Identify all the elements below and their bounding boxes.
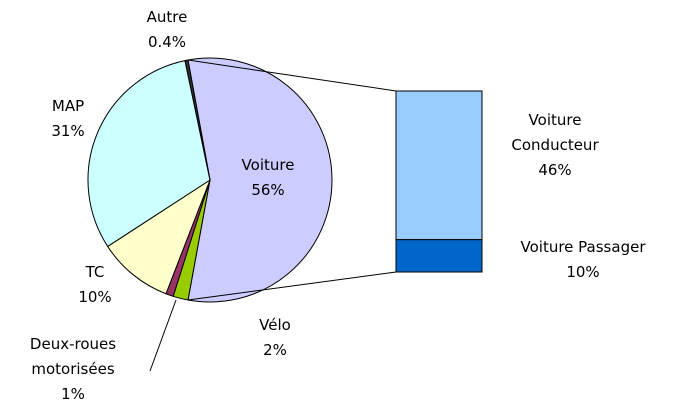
label-name: Deux-roues motorisées bbox=[29, 335, 117, 378]
data-label: Deux-roues motorisées 1% bbox=[8, 332, 138, 405]
pie-slice bbox=[187, 57, 333, 303]
bar-segment bbox=[395, 239, 483, 273]
label-value: 10% bbox=[78, 288, 112, 306]
data-label: Vélo 2% bbox=[245, 313, 305, 363]
data-label: TC 10% bbox=[65, 260, 125, 310]
label-name: Vélo bbox=[259, 316, 291, 334]
label-name: MAP bbox=[51, 97, 85, 115]
label-name: Autre bbox=[146, 8, 188, 26]
connector-line bbox=[187, 271, 397, 301]
data-label: Voiture Conducteur 46% bbox=[500, 108, 610, 183]
label-value: 46% bbox=[538, 161, 572, 179]
label-name: Voiture Passager bbox=[520, 238, 646, 256]
connector-line bbox=[187, 59, 397, 92]
label-name: Voiture Conducteur bbox=[511, 111, 599, 154]
data-label: Voiture 56% bbox=[218, 153, 318, 203]
label-value: 10% bbox=[566, 263, 600, 281]
pie-slice bbox=[87, 60, 211, 248]
data-label: Voiture Passager 10% bbox=[488, 235, 676, 285]
data-label: Autre 0.4% bbox=[127, 5, 207, 55]
pie-slice bbox=[184, 59, 211, 181]
data-label: MAP 31% bbox=[38, 94, 98, 144]
pie-slice bbox=[106, 178, 212, 295]
label-value: 2% bbox=[263, 341, 287, 359]
bar-segment bbox=[395, 90, 483, 241]
label-value: 56% bbox=[251, 181, 285, 199]
label-value: 31% bbox=[51, 122, 85, 140]
label-name: TC bbox=[85, 263, 105, 281]
label-value: 1% bbox=[61, 385, 85, 403]
label-name: Voiture bbox=[241, 156, 295, 174]
label-value: 0.4% bbox=[147, 33, 187, 51]
leader-line bbox=[149, 299, 177, 372]
